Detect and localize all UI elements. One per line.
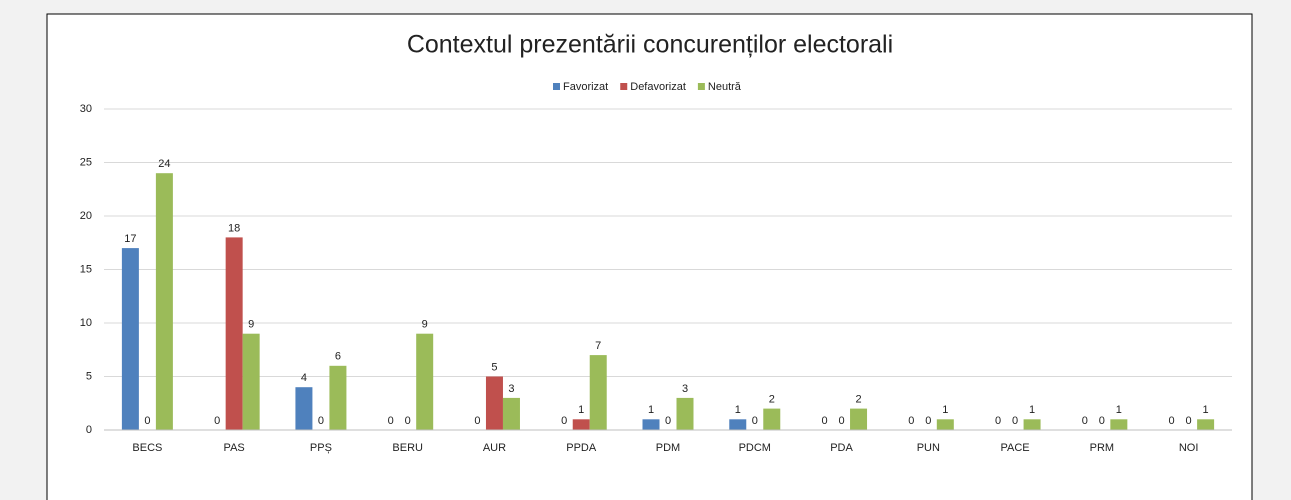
x-tick-label: PRM xyxy=(1090,442,1114,454)
data-label: 5 xyxy=(491,361,497,373)
legend-label: Defavorizat xyxy=(630,81,686,93)
bar xyxy=(225,237,243,430)
data-label: 0 xyxy=(561,415,567,427)
bar xyxy=(589,355,607,430)
bar xyxy=(763,408,781,430)
data-label: 0 xyxy=(838,415,844,427)
y-tick-label: 25 xyxy=(80,156,92,168)
bar xyxy=(502,397,520,430)
legend-label: Neutră xyxy=(708,81,742,93)
data-label: 3 xyxy=(508,383,514,395)
data-label: 1 xyxy=(1203,404,1209,416)
y-tick-label: 15 xyxy=(80,263,92,275)
legend-swatch xyxy=(697,83,705,90)
data-label: 9 xyxy=(422,319,428,331)
data-label: 0 xyxy=(995,415,1001,427)
x-tick-label: PPȘ xyxy=(310,442,332,454)
bar xyxy=(1197,419,1215,430)
data-label: 9 xyxy=(248,319,254,331)
bar xyxy=(572,419,590,430)
y-tick-label: 5 xyxy=(86,370,92,382)
bar xyxy=(242,333,260,430)
bar xyxy=(416,333,434,430)
data-label: 0 xyxy=(665,415,671,427)
data-label: 0 xyxy=(318,415,324,427)
data-label: 0 xyxy=(388,415,394,427)
data-label: 0 xyxy=(1099,415,1105,427)
data-label: 6 xyxy=(335,351,341,363)
data-label: 0 xyxy=(821,415,827,427)
legend-swatch xyxy=(620,83,628,90)
data-label: 3 xyxy=(682,383,688,395)
x-tick-label: PDCM xyxy=(739,442,771,454)
data-label: 0 xyxy=(1169,415,1175,427)
data-label: 0 xyxy=(925,415,931,427)
bar xyxy=(329,365,347,430)
bar xyxy=(155,173,173,430)
y-tick-label: 20 xyxy=(80,210,92,222)
x-tick-label: PPDA xyxy=(566,442,597,454)
y-tick-label: 30 xyxy=(80,103,92,115)
x-tick-label: NOI xyxy=(1179,442,1199,454)
bar xyxy=(676,397,694,430)
x-tick-label: BECS xyxy=(132,442,162,454)
data-label: 1 xyxy=(942,404,948,416)
legend-label: Favorizat xyxy=(563,81,608,93)
y-tick-label: 10 xyxy=(80,317,92,329)
bar xyxy=(850,408,868,430)
data-label: 0 xyxy=(1082,415,1088,427)
x-tick-label: PDM xyxy=(656,442,680,454)
x-tick-label: PDA xyxy=(830,442,853,454)
y-tick-label: 0 xyxy=(86,424,92,436)
data-label: 0 xyxy=(144,415,150,427)
bar xyxy=(121,248,139,430)
legend-swatch xyxy=(553,83,560,90)
data-label: 1 xyxy=(648,404,654,416)
bar xyxy=(1023,419,1041,430)
data-label: 1 xyxy=(1029,404,1035,416)
bar xyxy=(729,419,747,430)
data-label: 24 xyxy=(158,158,170,170)
data-label: 0 xyxy=(1012,415,1018,427)
data-label: 1 xyxy=(578,404,584,416)
data-label: 7 xyxy=(595,340,601,352)
bar xyxy=(936,419,954,430)
chart-title: Contextul prezentării concurenților elec… xyxy=(407,31,893,59)
data-label: 18 xyxy=(228,222,240,234)
data-label: 0 xyxy=(474,415,480,427)
data-label: 1 xyxy=(1116,404,1122,416)
x-tick-label: BERU xyxy=(392,442,423,454)
data-label: 1 xyxy=(735,404,741,416)
bar xyxy=(642,419,660,430)
x-tick-label: PACE xyxy=(1001,442,1030,454)
x-tick-label: PAS xyxy=(224,442,245,454)
x-tick-label: PUN xyxy=(917,442,940,454)
data-label: 17 xyxy=(124,233,136,245)
data-label: 0 xyxy=(214,415,220,427)
x-tick-label: AUR xyxy=(483,442,506,454)
data-label: 2 xyxy=(855,394,861,406)
data-label: 0 xyxy=(752,415,758,427)
bar xyxy=(295,387,313,430)
bar xyxy=(1110,419,1128,430)
data-label: 0 xyxy=(405,415,411,427)
data-label: 0 xyxy=(908,415,914,427)
bar xyxy=(485,376,503,430)
data-label: 2 xyxy=(769,394,775,406)
data-label: 0 xyxy=(1186,415,1192,427)
data-label: 4 xyxy=(301,372,307,384)
